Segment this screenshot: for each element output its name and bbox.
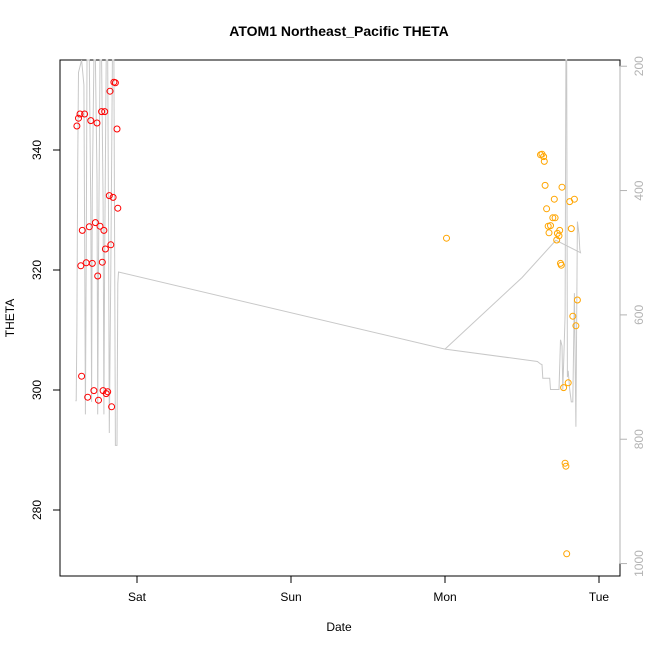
data-point <box>101 245 109 253</box>
data-point <box>76 110 84 118</box>
data-point <box>106 87 114 95</box>
data-point <box>540 153 548 161</box>
data-point <box>564 379 572 387</box>
y2-tick-label: 800 <box>632 429 646 449</box>
data-point <box>111 79 119 87</box>
data-point <box>100 226 108 234</box>
data-point <box>113 125 121 133</box>
x-tick-label: Sun <box>280 590 301 604</box>
data-point <box>556 226 564 234</box>
data-point <box>558 183 566 191</box>
data-point <box>93 119 101 127</box>
y-tick-label: 340 <box>30 140 44 160</box>
y2-tick-label: 600 <box>632 305 646 325</box>
data-point <box>81 110 89 118</box>
y-tick-label: 320 <box>30 260 44 280</box>
data-point <box>545 229 553 237</box>
data-point <box>573 296 581 304</box>
data-point <box>75 114 82 122</box>
data-point <box>96 222 104 230</box>
y2-tick-label: 1000 <box>632 550 646 577</box>
data-point <box>569 312 577 320</box>
data-point <box>567 225 575 233</box>
data-point <box>557 261 565 269</box>
data-point <box>540 157 548 165</box>
data-point <box>570 195 578 203</box>
data-point <box>561 459 569 467</box>
data-point <box>78 372 86 380</box>
data-point <box>84 393 92 401</box>
data-point <box>114 204 122 212</box>
y-tick-label: 300 <box>30 380 44 400</box>
y-axis: 280 300 320 340 <box>30 140 61 520</box>
data-point <box>94 272 102 280</box>
x-axis-label: Date <box>326 620 352 634</box>
plot-frame <box>59 59 621 577</box>
data-point <box>543 205 551 213</box>
data-point <box>541 181 549 189</box>
x-tick-label: Tue <box>589 590 610 604</box>
red-series-points <box>73 78 122 411</box>
data-point <box>105 192 113 200</box>
data-point <box>77 262 85 270</box>
secondary-y-axis: 200 400 600 800 1000 <box>619 56 646 577</box>
x-tick-label: Mon <box>433 590 456 604</box>
data-point <box>563 550 571 558</box>
data-point <box>549 214 557 222</box>
data-point <box>109 193 117 201</box>
secondary-series-path <box>75 59 582 446</box>
data-point <box>101 108 109 116</box>
data-point <box>98 258 106 266</box>
data-point <box>560 384 568 392</box>
data-point <box>555 232 563 240</box>
data-point <box>95 396 102 404</box>
data-point <box>73 122 81 130</box>
data-point <box>104 388 112 396</box>
data-point <box>550 195 558 203</box>
y-tick-label: 280 <box>30 500 44 520</box>
data-point <box>108 403 116 411</box>
y2-tick-label: 200 <box>632 56 646 76</box>
data-point <box>547 222 554 230</box>
data-point <box>562 462 570 470</box>
y-axis-label: THETA <box>3 299 17 337</box>
data-point <box>90 387 98 395</box>
data-point <box>443 234 450 242</box>
data-point <box>107 241 115 249</box>
data-point <box>87 117 95 125</box>
y2-tick-label: 400 <box>632 180 646 200</box>
data-point <box>551 214 559 222</box>
x-tick-label: Sat <box>128 590 147 604</box>
data-point <box>102 390 110 398</box>
data-point <box>78 226 86 234</box>
data-point <box>91 219 99 227</box>
data-point <box>553 236 561 244</box>
chart-title: ATOM1 Northeast_Pacific THETA <box>229 23 448 39</box>
data-point <box>85 223 93 231</box>
secondary-series-line <box>75 59 582 446</box>
data-point <box>88 259 96 267</box>
data-point <box>572 322 580 330</box>
x-axis: Sat Sun Mon Tue <box>128 575 610 604</box>
orange-series-points <box>443 150 581 558</box>
data-point <box>98 108 106 116</box>
